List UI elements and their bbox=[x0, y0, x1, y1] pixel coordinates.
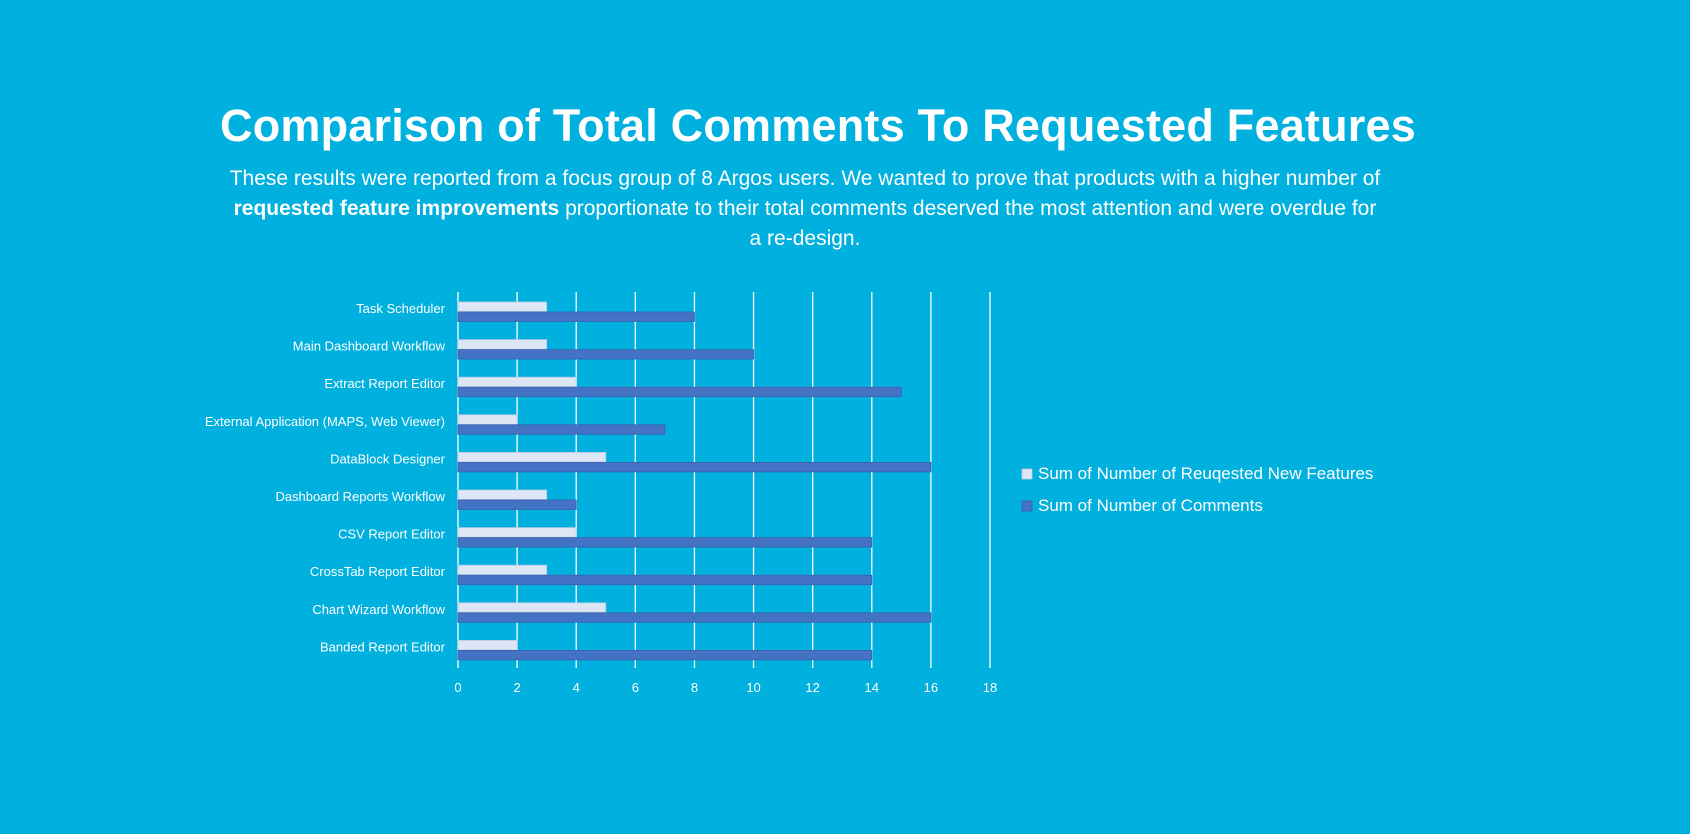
bar-features-0 bbox=[457, 301, 548, 312]
tick-label-18: 18 bbox=[983, 680, 997, 695]
bar-comments-7 bbox=[457, 574, 873, 586]
bar-comments-4 bbox=[457, 461, 932, 473]
x-axis-ticks: 0 2 4 6 8 10 12 14 16 18 bbox=[454, 680, 997, 695]
tick-label-4: 4 bbox=[573, 680, 580, 695]
subtitle-text-1: These results were reported from a focus… bbox=[229, 167, 1381, 190]
page-subtitle: These results were reported from a focus… bbox=[225, 164, 1385, 254]
bar-comments-0 bbox=[457, 311, 695, 322]
tick-label-6: 6 bbox=[632, 680, 639, 695]
legend-label-1: Sum of Number of Comments bbox=[1038, 496, 1263, 515]
legend-swatch-1 bbox=[1021, 500, 1033, 512]
tick-label-8: 8 bbox=[691, 680, 698, 695]
bar-comments-8 bbox=[457, 612, 932, 623]
bar-features-8 bbox=[457, 602, 607, 613]
category-label-7: CrossTab Report Editor bbox=[310, 564, 446, 579]
category-label-8: Chart Wizard Workflow bbox=[312, 602, 445, 617]
category-label-9: Banded Report Editor bbox=[320, 639, 446, 654]
tick-label-0: 0 bbox=[454, 680, 461, 695]
bar-comments-6 bbox=[457, 537, 873, 548]
bar-comments-9 bbox=[457, 650, 873, 661]
category-label-2: Extract Report Editor bbox=[324, 376, 445, 391]
category-label-6: CSV Report Editor bbox=[338, 527, 446, 542]
page-title: Comparison of Total Comments To Requeste… bbox=[220, 100, 1416, 151]
tick-label-2: 2 bbox=[513, 680, 520, 695]
bar-features-1 bbox=[457, 339, 548, 350]
tick-label-12: 12 bbox=[805, 680, 819, 695]
category-label-4: DataBlock Designer bbox=[330, 451, 446, 466]
bar-features-7 bbox=[457, 564, 548, 576]
bar-comments-5 bbox=[457, 499, 577, 510]
bar-features-9 bbox=[457, 640, 518, 651]
category-label-3: External Application (MAPS, Web Viewer) bbox=[205, 414, 445, 429]
bar-features-4 bbox=[457, 451, 607, 463]
bar-features-5 bbox=[457, 489, 548, 500]
bar-features-2 bbox=[457, 376, 577, 388]
category-label-5: Dashboard Reports Workflow bbox=[275, 489, 445, 504]
subtitle-text-2: proportionate to their total comments de… bbox=[559, 197, 1377, 250]
legend-label-0: Sum of Number of Reuqested New Features bbox=[1038, 464, 1373, 483]
category-label-1: Main Dashboard Workflow bbox=[293, 339, 446, 354]
tick-label-14: 14 bbox=[865, 680, 879, 695]
bar-features-3 bbox=[457, 414, 518, 425]
legend: Sum of Number of Reuqested New Features S… bbox=[1021, 464, 1373, 515]
category-labels: Task Scheduler Main Dashboard Workflow Ext… bbox=[205, 301, 446, 654]
bar-comments-1 bbox=[457, 349, 754, 360]
bar-comments-2 bbox=[457, 386, 902, 398]
bars bbox=[457, 301, 932, 661]
category-label-0: Task Scheduler bbox=[356, 301, 446, 316]
subtitle-bold-text: requested feature improvements bbox=[233, 197, 560, 220]
tick-label-10: 10 bbox=[746, 680, 760, 695]
legend-swatch-0 bbox=[1021, 468, 1033, 480]
bar-comments-3 bbox=[457, 424, 666, 435]
bar-features-6 bbox=[457, 527, 577, 538]
tick-label-16: 16 bbox=[924, 680, 938, 695]
